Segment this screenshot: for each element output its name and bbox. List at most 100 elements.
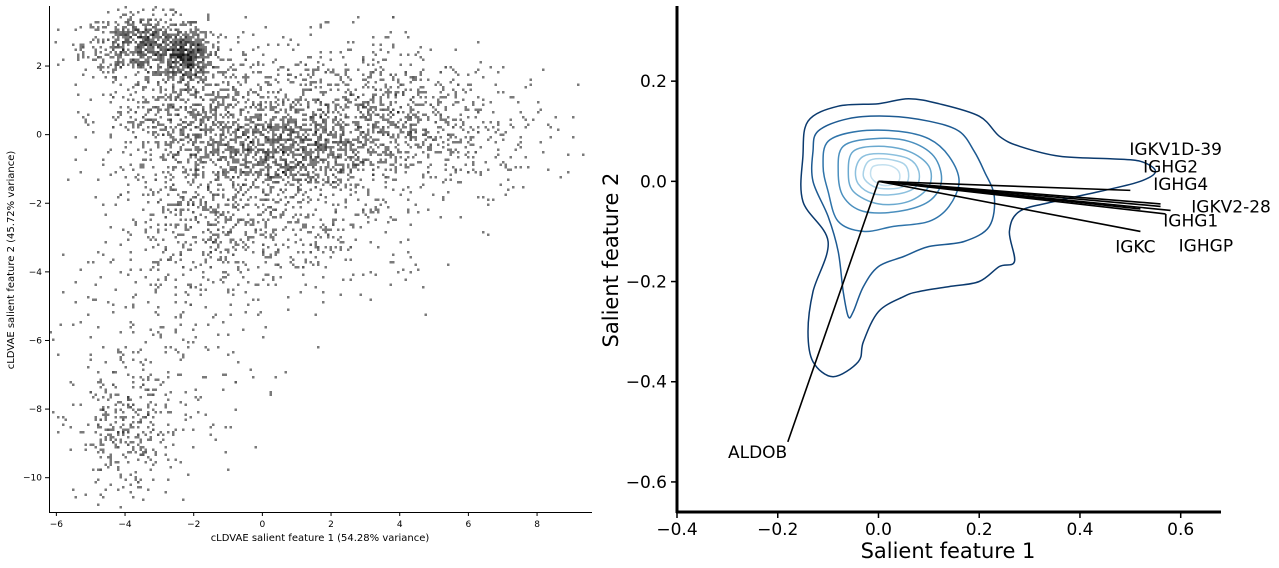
histogram-bin (267, 153, 270, 156)
histogram-bin (297, 136, 300, 139)
histogram-bin (197, 91, 200, 94)
histogram-bin (367, 193, 370, 196)
histogram-bin (252, 121, 255, 124)
histogram-bin (142, 208, 145, 211)
histogram-bin (172, 56, 175, 59)
histogram-bin (344, 71, 347, 74)
histogram-bin (289, 161, 292, 164)
histogram-bin (137, 48, 140, 51)
histogram-bin (264, 106, 267, 109)
histogram-bin (189, 113, 192, 116)
histogram-bin (134, 223, 137, 226)
histogram-bin (149, 431, 152, 434)
histogram-bin (347, 123, 350, 126)
histogram-bin (267, 83, 270, 86)
histogram-bin (199, 148, 202, 151)
histogram-bin (202, 166, 205, 169)
histogram-bin (472, 163, 475, 166)
histogram-bin (282, 138, 285, 141)
histogram-bin (169, 151, 172, 154)
histogram-bin (194, 153, 197, 156)
histogram-bin (237, 361, 240, 364)
histogram-bin (377, 208, 380, 211)
histogram-bin (407, 156, 410, 159)
histogram-bin (294, 163, 297, 166)
histogram-bin (384, 153, 387, 156)
histogram-bin (154, 291, 157, 294)
histogram-bin (354, 166, 357, 169)
histogram-bin (202, 276, 205, 279)
histogram-bin (414, 138, 417, 141)
histogram-bin (104, 463, 107, 466)
histogram-bin (179, 56, 182, 59)
histogram-bin (84, 448, 87, 451)
histogram-bin (249, 218, 252, 221)
histogram-bin (444, 158, 447, 161)
histogram-bin (489, 66, 492, 69)
histogram-bin (137, 106, 140, 109)
histogram-bin (157, 378, 160, 381)
histogram-bin (202, 73, 205, 76)
histogram-bin (367, 113, 370, 116)
histogram-bin (404, 163, 407, 166)
histogram-bin (164, 48, 167, 51)
histogram-bin (362, 58, 365, 61)
histogram-bin (119, 426, 122, 429)
histogram-bin (132, 98, 135, 101)
histogram-bin (129, 11, 132, 14)
histogram-bin (124, 176, 127, 179)
histogram-bin (329, 88, 332, 91)
histogram-bin (92, 26, 95, 29)
histogram-bin (139, 51, 142, 54)
histogram-bin (399, 53, 402, 56)
histogram-bin (177, 113, 180, 116)
histogram-bin (419, 78, 422, 81)
histogram-bin (254, 91, 257, 94)
histogram-bin (287, 73, 290, 76)
histogram-bin (244, 138, 247, 141)
histogram-bin (89, 443, 92, 446)
histogram-bin (289, 126, 292, 129)
histogram-bin (102, 253, 105, 256)
histogram-bin (179, 48, 182, 51)
histogram-bin (387, 221, 390, 224)
histogram-bin (414, 128, 417, 131)
histogram-bin (247, 246, 250, 249)
histogram-bin (154, 71, 157, 74)
histogram-bin (244, 106, 247, 109)
histogram-bin (194, 41, 197, 44)
histogram-bin (282, 126, 285, 129)
histogram-bin (464, 163, 467, 166)
histogram-bin (214, 163, 217, 166)
histogram-bin (197, 66, 200, 69)
histogram-bin (244, 101, 247, 104)
histogram-bin (349, 91, 352, 94)
histogram-bin (302, 141, 305, 144)
histogram-bin (289, 118, 292, 121)
histogram-bin (239, 108, 242, 111)
histogram-bin (222, 168, 225, 171)
histogram-bin (102, 406, 105, 409)
histogram-bin (204, 206, 207, 209)
histogram-bin (329, 183, 332, 186)
histogram-bin (487, 128, 490, 131)
histogram-bin (332, 71, 335, 74)
histogram-bin (582, 153, 585, 156)
histogram-bin (352, 143, 355, 146)
histogram-bin (187, 181, 190, 184)
histogram-bin (277, 193, 280, 196)
histogram-bin (149, 421, 152, 424)
histogram-bin (409, 271, 412, 274)
histogram-bin (147, 411, 150, 414)
histogram-bin (299, 161, 302, 164)
histogram-bin (227, 333, 230, 336)
histogram-bin (192, 43, 195, 46)
histogram-bin (284, 183, 287, 186)
histogram-bin (142, 61, 145, 64)
histogram-bin (154, 36, 157, 39)
histogram-bin (189, 31, 192, 34)
histogram-bin (372, 138, 375, 141)
histogram-bin (247, 93, 250, 96)
histogram-bin (92, 58, 95, 61)
histogram-bin (202, 108, 205, 111)
